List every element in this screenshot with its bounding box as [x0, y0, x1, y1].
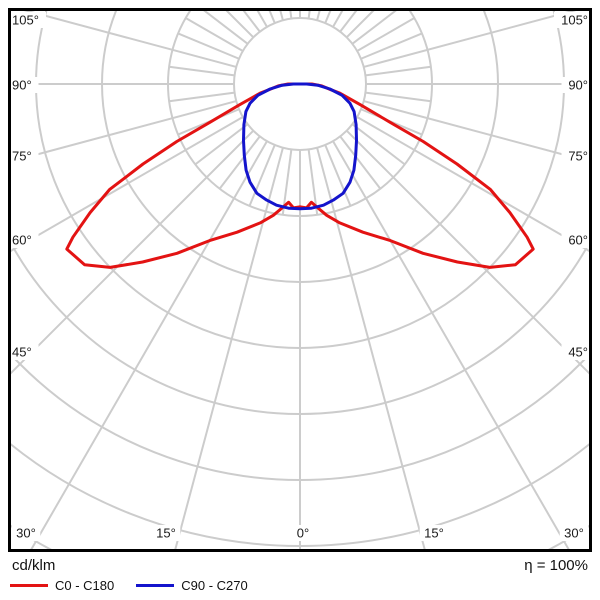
series-curve-c90-c270 — [242, 82, 358, 211]
grid-fine-spoke — [332, 11, 344, 28]
grid-fine-spoke — [168, 65, 235, 77]
gamma-label: 105° — [561, 13, 588, 28]
grid-fine-spoke — [225, 11, 255, 39]
radial-unit-label: cd/klm — [12, 557, 56, 574]
gamma-label-mask — [151, 525, 181, 541]
gamma-label: 0° — [297, 526, 309, 541]
gamma-label: 90° — [568, 78, 588, 93]
gamma-label-mask — [561, 232, 590, 248]
grid-fine-spoke — [351, 123, 406, 166]
legend-item-c0-c180: C0 - C180 — [10, 578, 114, 593]
grid-spoke — [356, 116, 589, 253]
grid-spoke — [11, 129, 255, 375]
grid-spoke — [345, 129, 589, 375]
gamma-label: 15° — [424, 526, 444, 541]
c90-c270-line-swatch — [136, 584, 175, 587]
grid-fine-spoke — [345, 11, 375, 39]
grid-fine-spoke — [351, 11, 397, 45]
grid-spoke — [30, 140, 268, 549]
gamma-label-mask — [10, 12, 46, 28]
grid-fine-spoke — [365, 65, 432, 77]
grid-spoke — [316, 147, 426, 549]
gamma-label-mask — [561, 148, 590, 164]
grid-spoke — [363, 100, 589, 163]
grid-spoke — [363, 11, 577, 68]
gamma-label: 75° — [568, 149, 588, 164]
c0-c180-line-swatch — [10, 584, 48, 587]
gamma-label: 75° — [12, 149, 32, 164]
legend-label-c0-c180: C0 - C180 — [55, 578, 115, 593]
grid-fine-spoke — [248, 144, 276, 207]
grid-fine-spoke — [360, 32, 423, 60]
grid-spoke — [174, 147, 284, 549]
legend-item-c90-c270: C90 - C270 — [136, 578, 248, 593]
gamma-label-mask — [561, 344, 590, 360]
gamma-label: 60° — [568, 233, 588, 248]
gamma-label-mask — [10, 77, 39, 93]
gamma-label-mask — [292, 525, 314, 541]
legend-label-c90-c270: C90 - C270 — [181, 578, 248, 593]
grid-fine-spoke — [339, 135, 382, 190]
gamma-label-mask — [10, 148, 39, 164]
grid-fine-spoke — [194, 123, 249, 166]
legend: cd/klm η = 100% C0 - C180 C90 - C270 — [0, 553, 600, 600]
grid-fine-spoke — [256, 11, 268, 28]
grid-fine-spoke — [339, 11, 358, 33]
grid-fine-spoke — [177, 32, 240, 60]
grid-fine-spoke — [185, 17, 244, 52]
gamma-label: 105° — [12, 13, 39, 28]
legend-items: C0 - C180 C90 - C270 — [10, 578, 270, 593]
grid-fine-spoke — [242, 11, 261, 33]
gamma-label-mask — [10, 344, 39, 360]
grid-fine-spoke — [268, 11, 276, 24]
gamma-label-mask — [419, 525, 449, 541]
gamma-label: 15° — [156, 526, 176, 541]
grid-fine-spoke — [168, 91, 235, 103]
grid-fine-spoke — [281, 149, 293, 216]
gamma-label: 30° — [16, 526, 36, 541]
grid-spoke — [11, 100, 237, 163]
efficiency-label: η = 100% — [524, 557, 588, 574]
grid-fine-spoke — [324, 144, 352, 207]
grid-fine-spoke — [307, 149, 319, 216]
grid-fine-spoke — [218, 135, 261, 190]
grid-spoke — [23, 11, 237, 68]
grid-fine-spoke — [324, 11, 332, 24]
gamma-label: 30° — [564, 526, 584, 541]
grid-spoke — [332, 140, 570, 549]
gamma-label-mask — [11, 525, 41, 541]
gamma-label: 45° — [568, 345, 588, 360]
grid-fine-spoke — [203, 11, 249, 45]
grid-spoke — [11, 116, 244, 253]
gamma-label-mask — [559, 525, 589, 541]
gamma-label: 45° — [12, 345, 32, 360]
grid-fine-spoke — [356, 17, 415, 52]
gamma-label-mask — [554, 12, 590, 28]
gamma-label-mask — [10, 232, 39, 248]
gamma-label: 60° — [12, 233, 32, 248]
gamma-label: 90° — [12, 78, 32, 93]
plot-frame — [8, 8, 592, 552]
gamma-label-mask — [561, 77, 590, 93]
grid-fine-spoke — [365, 91, 432, 103]
